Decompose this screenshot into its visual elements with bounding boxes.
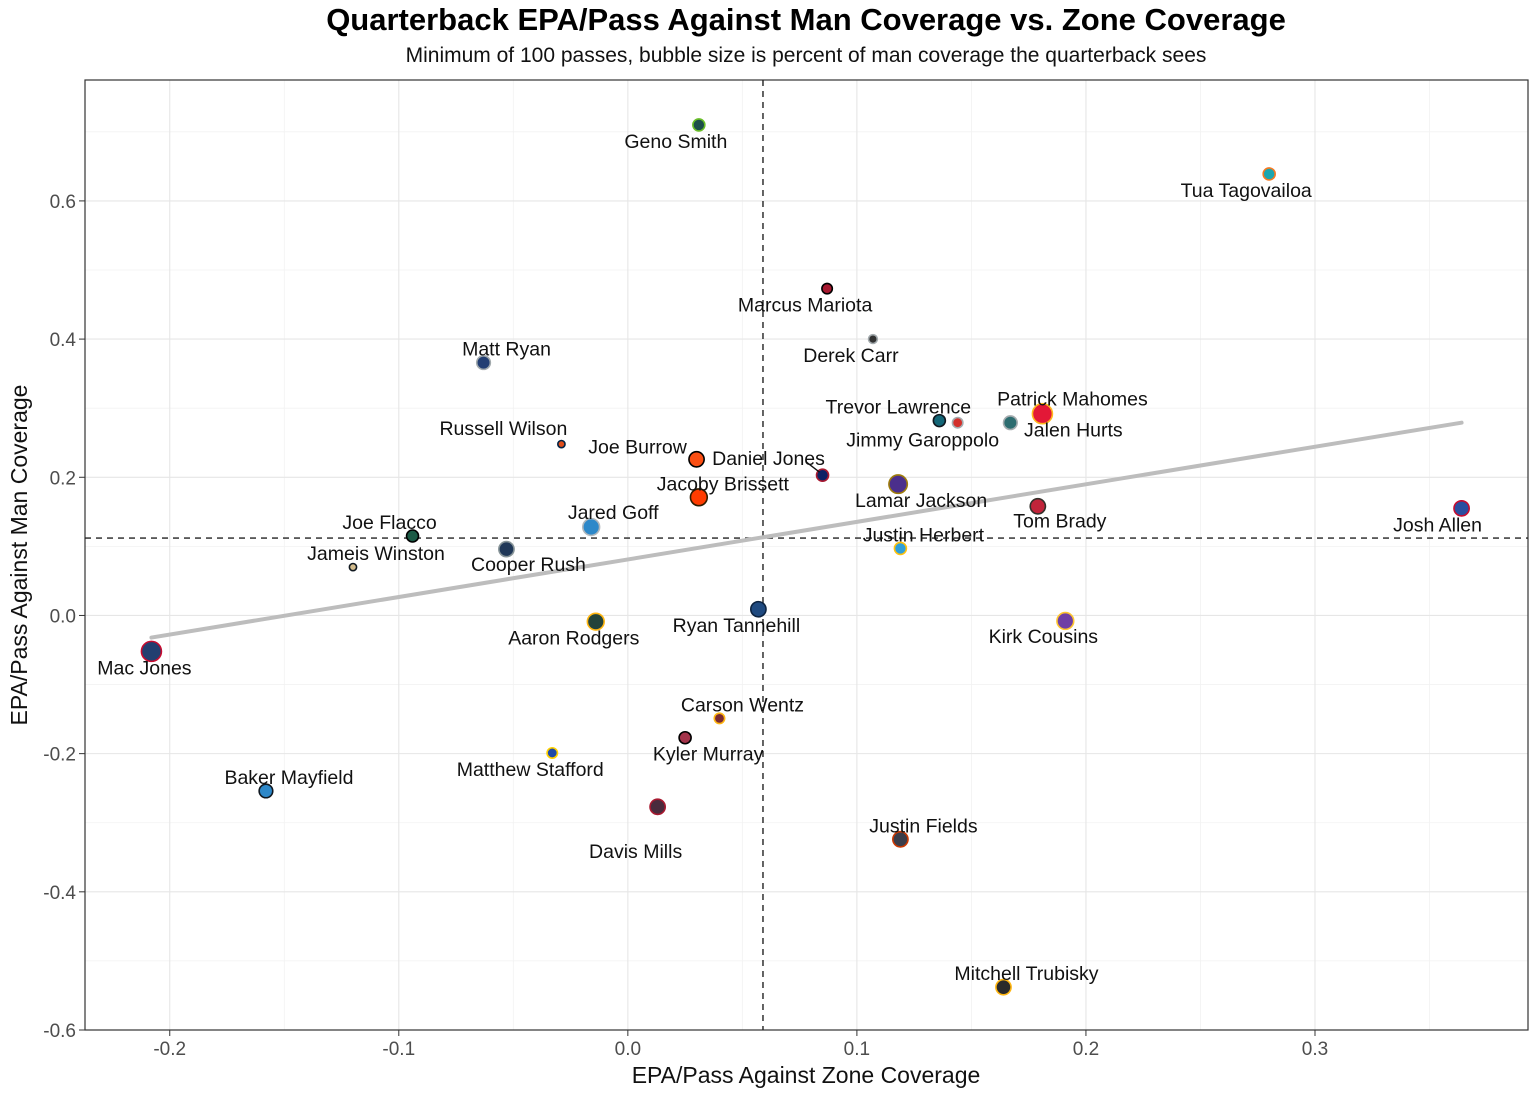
point-justin-herbert xyxy=(893,541,908,556)
label-ryan-tannehill: Ryan Tannehill xyxy=(673,615,801,637)
x-axis-title: EPA/Pass Against Zone Coverage xyxy=(632,1062,981,1088)
label-jameis-winston: Jameis Winston xyxy=(307,543,445,565)
point-jameis-winston xyxy=(348,562,358,572)
label-justin-herbert: Justin Herbert xyxy=(863,524,985,546)
label-lamar-jackson: Lamar Jackson xyxy=(855,490,987,512)
point-tua-tagovailoa xyxy=(1262,167,1276,181)
label-mitchell-trubisky: Mitchell Trubisky xyxy=(954,963,1098,985)
y-axis-title: EPA/Pass Against Man Coverage xyxy=(6,385,32,726)
label-carson-wentz: Carson Wentz xyxy=(681,694,804,716)
label-russell-wilson: Russell Wilson xyxy=(439,418,567,440)
point-labels: Geno Smith Tua Tagovailoa Marcus Mariota De… xyxy=(97,131,1482,985)
label-cooper-rush: Cooper Rush xyxy=(471,554,586,576)
label-matthew-stafford: Matthew Stafford xyxy=(457,759,604,781)
trend-line xyxy=(149,420,1464,640)
y-tick-label: 0.6 xyxy=(50,192,76,213)
point-jalen-hurts xyxy=(1002,415,1018,431)
point-patrick-mahomes xyxy=(1031,402,1054,425)
label-trevor-lawrence: Trevor Lawrence xyxy=(826,397,972,419)
chart-subtitle: Minimum of 100 passes, bubble size is pe… xyxy=(405,44,1207,67)
label-patrick-mahomes: Patrick Mahomes xyxy=(997,389,1148,411)
point-geno-smith xyxy=(692,118,706,132)
label-marcus-mariota: Marcus Mariota xyxy=(738,295,873,317)
y-tick-label: 0.0 xyxy=(50,606,76,627)
label-kyler-murray: Kyler Murray xyxy=(653,744,764,766)
point-lamar-jackson xyxy=(888,474,909,495)
label-josh-allen: Josh Allen xyxy=(1393,514,1482,536)
trend-line-segment xyxy=(149,420,1464,640)
label-aaron-rodgers: Aaron Rodgers xyxy=(508,628,639,650)
x-tick-label: 0.3 xyxy=(1302,1039,1328,1060)
label-daniel-jones: Daniel Jones xyxy=(712,448,825,470)
x-tick-label: 0.2 xyxy=(1073,1039,1099,1060)
label-mac-jones: Mac Jones xyxy=(97,657,192,679)
point-mac-jones xyxy=(140,640,163,663)
x-tick-label: 0.0 xyxy=(615,1039,641,1060)
point-derek-carr xyxy=(867,333,879,345)
point-davis-mills xyxy=(649,798,667,816)
point-aaron-rodgers xyxy=(586,612,605,631)
point-cooper-rush xyxy=(498,540,515,558)
label-jalen-hurts: Jalen Hurts xyxy=(1024,420,1123,442)
point-jared-goff xyxy=(581,517,601,537)
x-tick-label: -0.2 xyxy=(153,1039,186,1060)
y-tick-label: 0.4 xyxy=(50,330,77,351)
label-jacoby-brissett: Jacoby Brissett xyxy=(657,473,790,495)
point-matt-ryan xyxy=(475,354,492,371)
point-russell-wilson xyxy=(557,439,566,449)
label-kirk-cousins: Kirk Cousins xyxy=(989,626,1099,648)
point-baker-mayfield xyxy=(258,783,274,799)
y-tick-label: -0.2 xyxy=(43,745,76,766)
point-trevor-lawrence xyxy=(932,413,947,428)
plot-panel-border xyxy=(84,79,1529,1031)
label-baker-mayfield: Baker Mayfield xyxy=(224,767,353,789)
point-jacoby-brissett xyxy=(689,488,709,507)
gridlines xyxy=(85,80,1528,1031)
data-points xyxy=(140,118,1470,996)
label-davis-mills: Davis Mills xyxy=(589,841,682,863)
axis-ticks: -0.2 -0.1 0.0 0.1 0.2 0.3 -0.6 -0.4 -0.2 0.0 0.2 0.… xyxy=(43,192,1328,1060)
point-kirk-cousins xyxy=(1056,611,1075,631)
label-geno-smith: Geno Smith xyxy=(624,131,727,153)
chart-title: Quarterback EPA/Pass Against Man Coverag… xyxy=(326,2,1286,37)
point-carson-wentz xyxy=(713,712,726,725)
point-kyler-murray xyxy=(678,730,692,745)
label-derek-carr: Derek Carr xyxy=(803,345,899,367)
label-matt-ryan: Matt Ryan xyxy=(462,339,551,361)
y-tick-label: 0.2 xyxy=(50,468,76,489)
point-marcus-mariota xyxy=(821,282,834,295)
point-tom-brady xyxy=(1029,497,1047,515)
label-joe-flacco: Joe Flacco xyxy=(342,512,436,534)
x-tick-label: 0.1 xyxy=(844,1039,870,1060)
point-joe-burrow xyxy=(688,450,705,468)
label-jimmy-garoppolo: Jimmy Garoppolo xyxy=(846,430,999,452)
label-tua-tagovailoa: Tua Tagovailoa xyxy=(1181,180,1312,202)
x-tick-label: -0.1 xyxy=(382,1039,415,1060)
label-jared-goff: Jared Goff xyxy=(568,502,659,524)
y-tick-label: -0.6 xyxy=(43,1021,76,1042)
point-ryan-tannehill xyxy=(750,600,767,618)
label-justin-fields: Justin Fields xyxy=(869,815,978,837)
point-justin-fields xyxy=(892,830,909,848)
point-matthew-stafford xyxy=(546,746,559,759)
point-jimmy-garoppolo xyxy=(951,416,964,429)
point-joe-flacco xyxy=(405,529,420,543)
daniel-jones-leader-line xyxy=(806,461,820,473)
point-mitchell-trubisky xyxy=(995,978,1012,996)
y-tick-label: -0.4 xyxy=(43,883,76,904)
label-tom-brady: Tom Brady xyxy=(1013,510,1106,532)
label-joe-burrow: Joe Burrow xyxy=(588,436,688,458)
mean-reference-lines xyxy=(85,80,1528,1030)
point-josh-allen xyxy=(1453,499,1470,517)
